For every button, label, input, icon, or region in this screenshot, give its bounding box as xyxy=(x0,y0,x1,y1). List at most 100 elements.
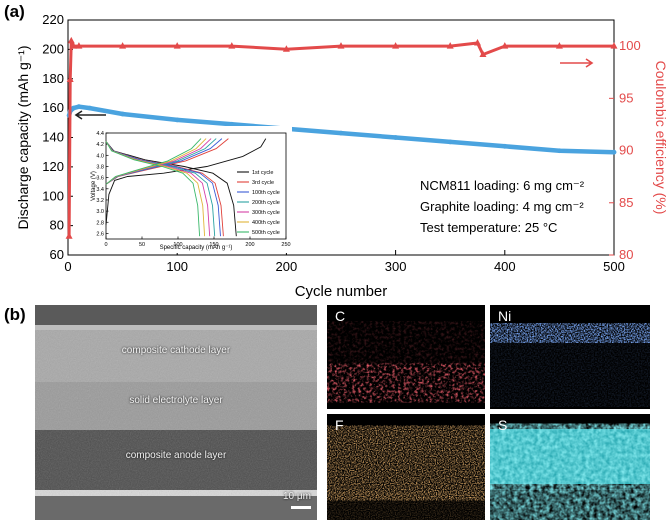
arrow-to-right-axis xyxy=(560,58,594,68)
inset-y-tick-label: 3.4 xyxy=(96,187,104,193)
inset-x-tick-label: 0 xyxy=(104,242,107,248)
efficiency-point xyxy=(474,38,481,46)
efficiency-point xyxy=(69,42,77,49)
efficiency-point xyxy=(446,42,454,49)
inset-legend-label: 200th cycle xyxy=(252,200,280,206)
inset-x-tick-label: 150 xyxy=(209,242,218,248)
inset-plot-frame xyxy=(105,132,287,240)
eds-label-c: C xyxy=(335,308,346,324)
efficiency-point xyxy=(282,45,290,52)
efficiency-point xyxy=(66,75,74,83)
arrow-to-left-axis xyxy=(74,110,106,120)
y-right-tick-label: 95 xyxy=(619,90,633,105)
y-right-tick-label: 90 xyxy=(619,143,633,158)
efficiency-point xyxy=(479,50,487,57)
eds-label-s: S xyxy=(498,417,508,433)
x-axis-label: Cycle number xyxy=(295,283,388,300)
capacity-point xyxy=(76,104,82,110)
inset-y-tick-label: 3.8 xyxy=(96,164,104,170)
capacity-point xyxy=(120,111,125,117)
sem-label-electrolyte: solid electrolyte layer xyxy=(129,395,223,406)
capacity-point xyxy=(174,117,180,123)
efficiency-point xyxy=(65,232,73,239)
y-left-tick-label: 120 xyxy=(42,159,64,174)
capacity-point xyxy=(71,105,76,111)
scale-bar-label: 10 μm xyxy=(283,491,311,502)
test-condition-annotation: Graphite loading: 4 mg cm⁻² xyxy=(420,199,584,214)
capacity-point xyxy=(87,105,93,111)
inset-y-tick-label: 4.2 xyxy=(96,142,104,148)
y-left-tick-label: 180 xyxy=(42,71,64,86)
inset-y-tick-label: 2.6 xyxy=(96,231,104,237)
efficiency-point xyxy=(501,42,509,49)
test-condition-annotation: Test temperature: 25 °C xyxy=(420,220,557,235)
efficiency-point xyxy=(228,42,236,49)
inset-legend-label: 300th cycle xyxy=(252,210,280,216)
inset-charge-curve xyxy=(105,138,202,185)
capacity-point xyxy=(229,121,235,127)
inset-charge-curve xyxy=(105,138,267,226)
inset-legend-label: 100th cycle xyxy=(252,190,280,196)
efficiency-point xyxy=(610,42,618,49)
inset-x-tick-label: 250 xyxy=(281,242,290,248)
eds-map-s: S xyxy=(490,414,650,520)
test-condition-annotation: NCM811 loading: 6 mg cm⁻² xyxy=(420,178,585,193)
inset-background xyxy=(88,126,292,253)
y-left-axis-label: Discharge capacity (mAh g⁻¹) xyxy=(15,45,31,229)
panel-a-label: (a) xyxy=(4,2,25,21)
inset-y-tick-label: 4.0 xyxy=(96,153,104,159)
efficiency-point xyxy=(67,36,75,44)
eds-map-ni: Ni xyxy=(490,305,650,409)
capacity-point xyxy=(502,143,508,149)
sem-cross-section-image: composite cathode layer solid electrolyt… xyxy=(35,305,317,520)
y-left-tick-label: 100 xyxy=(42,188,64,203)
sem-label-anode: composite anode layer xyxy=(125,450,227,461)
capacity-point xyxy=(447,139,453,145)
y-left-tick-label: 60 xyxy=(50,247,64,262)
eds-label-ni: Ni xyxy=(498,308,512,324)
x-tick-label: 300 xyxy=(385,259,407,274)
efficiency-point xyxy=(75,42,83,49)
inset-y-axis-label: Voltage (V) xyxy=(91,171,97,201)
eds-map-c: C xyxy=(327,305,485,409)
efficiency-point xyxy=(392,42,400,49)
capacity-point xyxy=(557,148,562,154)
inset-y-tick-label: 3.0 xyxy=(96,209,104,215)
x-tick-label: 400 xyxy=(494,259,516,274)
inset-y-tick-label: 3.6 xyxy=(96,176,104,182)
y-right-tick-label: 100 xyxy=(619,38,641,53)
inset-legend-label: 1st cycle xyxy=(252,170,273,176)
inset-legend-label: 500th cycle xyxy=(252,230,280,236)
capacity-point xyxy=(338,130,344,136)
y-right-tick-label: 80 xyxy=(619,247,633,262)
inset-discharge-curve xyxy=(105,141,201,237)
panel-b-label: (b) xyxy=(4,305,26,324)
inset-y-tick-label: 2.8 xyxy=(96,220,104,226)
y-left-tick-label: 220 xyxy=(42,12,64,27)
capacity-point xyxy=(611,149,617,155)
figure-panel-a: 0 100 200 300 400 500608010012014016018020022… xyxy=(15,12,666,300)
inset-legend-label: 400th cycle xyxy=(252,220,280,226)
efficiency-point xyxy=(337,42,345,49)
inset-x-tick-label: 50 xyxy=(139,242,145,248)
y-left-tick-label: 160 xyxy=(42,100,64,115)
x-tick-label: 500 xyxy=(603,259,625,274)
eds-label-f: F xyxy=(335,417,344,433)
eds-map-f: F xyxy=(327,414,485,520)
efficiency-point xyxy=(555,42,563,49)
x-tick-label: 0 xyxy=(64,259,71,274)
inset-x-tick-label: 100 xyxy=(173,242,182,248)
y-right-axis-label: Coulombic efficiency (%) xyxy=(653,61,666,215)
y-left-tick-label: 80 xyxy=(50,218,64,233)
efficiency-point xyxy=(173,42,181,49)
efficiency-point xyxy=(119,42,127,49)
inset-legend-label: 3rd cycle xyxy=(252,180,274,186)
y-left-tick-label: 200 xyxy=(42,41,64,56)
inset-x-axis-label: Specific capacity (mAh g⁻¹) xyxy=(160,245,233,251)
x-tick-label: 100 xyxy=(166,259,188,274)
y-right-tick-label: 85 xyxy=(619,195,633,210)
sem-label-cathode: composite cathode layer xyxy=(121,345,231,356)
inset-y-tick-label: 4.4 xyxy=(96,131,104,137)
x-tick-label: 200 xyxy=(276,259,298,274)
inset-x-tick-label: 200 xyxy=(245,242,254,248)
